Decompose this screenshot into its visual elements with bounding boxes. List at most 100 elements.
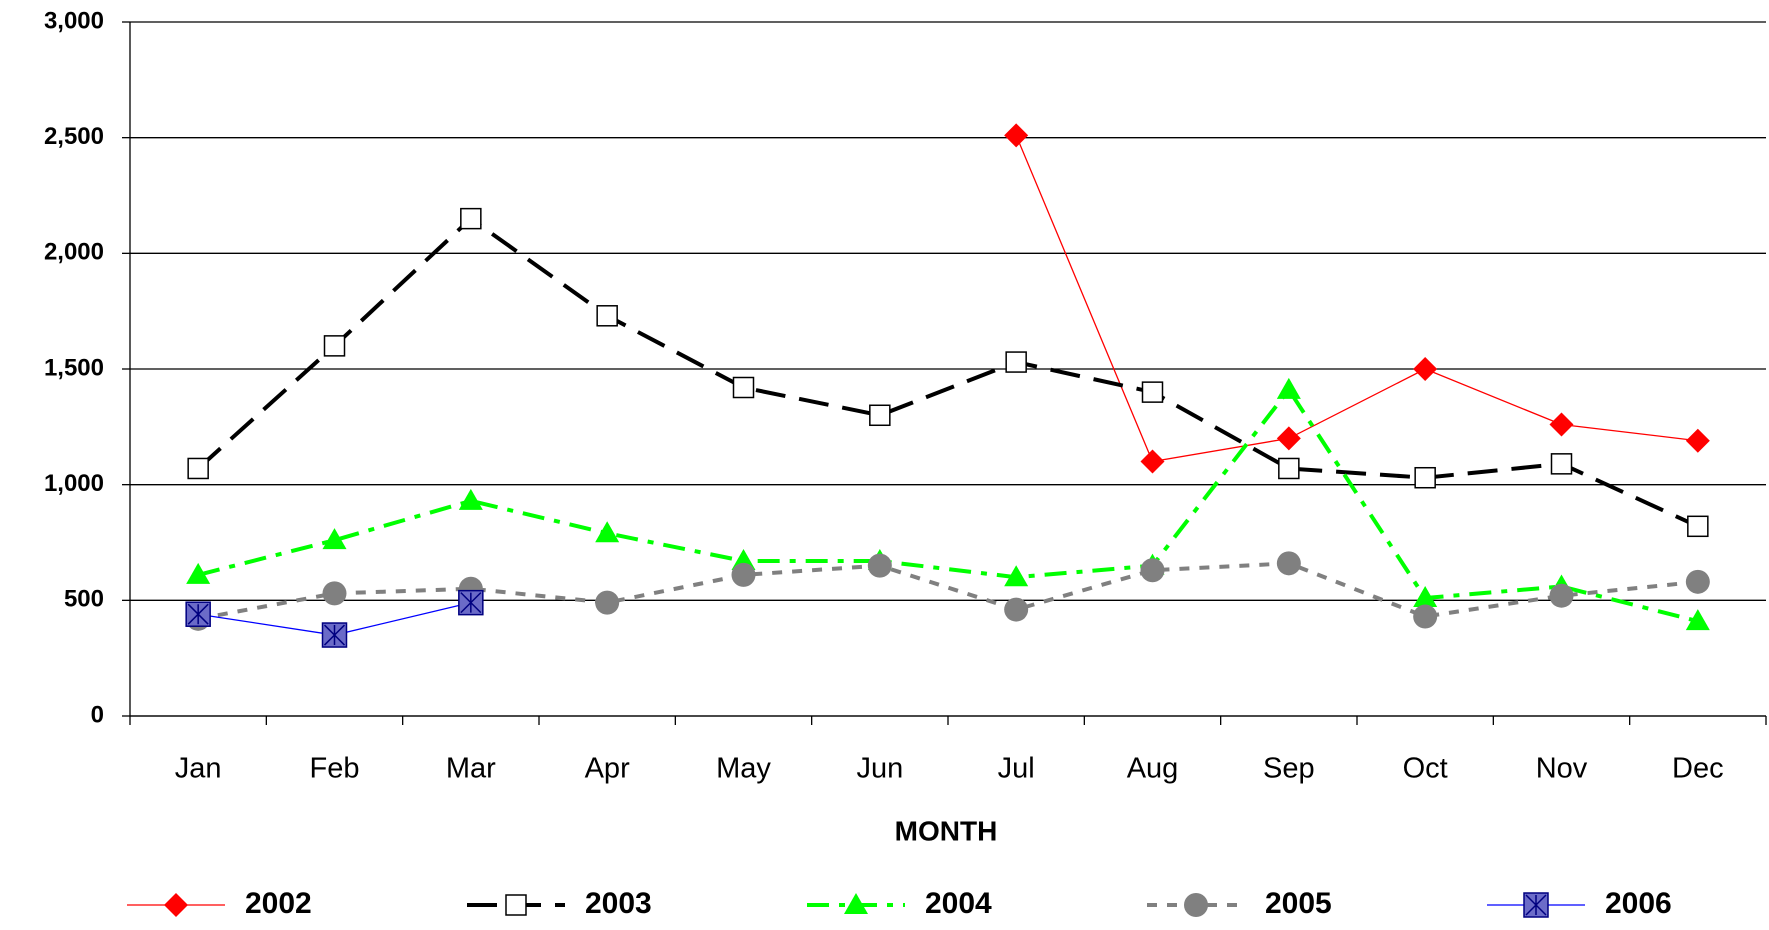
marker-shape <box>460 207 482 230</box>
y-tick-label: 500 <box>64 586 104 613</box>
marker-shape <box>1413 604 1438 629</box>
data-point <box>1004 597 1029 622</box>
marker-shape <box>1276 551 1301 576</box>
marker-shape <box>1685 569 1710 594</box>
marker-shape <box>1141 381 1164 403</box>
marker-shape <box>164 893 188 917</box>
y-tick-label: 2,000 <box>44 239 104 266</box>
legend-label: 2004 <box>925 887 992 920</box>
data-point <box>731 562 756 587</box>
data-point <box>596 305 618 327</box>
marker-shape <box>1525 894 1547 916</box>
y-tick-label: 1,000 <box>44 470 104 497</box>
marker-shape <box>1005 351 1027 373</box>
data-point <box>867 553 892 578</box>
data-point <box>458 589 484 616</box>
marker-shape <box>1278 457 1300 480</box>
marker-shape <box>1685 428 1710 453</box>
x-tick-label: Apr <box>585 753 630 785</box>
legend-marker <box>844 893 868 914</box>
marker-shape <box>1550 453 1573 475</box>
data-point <box>1685 609 1710 631</box>
marker-shape <box>596 305 618 327</box>
data-point <box>321 622 348 648</box>
data-point <box>1141 381 1164 403</box>
marker-shape <box>844 893 868 914</box>
marker-shape <box>323 624 346 646</box>
x-tick-label: May <box>716 753 771 785</box>
y-tick-label: 0 <box>91 701 104 728</box>
x-tick-label: Mar <box>446 753 496 785</box>
x-tick-label: Feb <box>310 753 360 785</box>
data-point <box>1549 583 1574 608</box>
marker-shape <box>1004 565 1029 587</box>
legend-marker <box>1523 892 1549 918</box>
marker-shape <box>595 521 620 543</box>
data-point <box>322 581 347 606</box>
marker-shape <box>186 562 211 584</box>
marker-shape <box>1184 893 1208 917</box>
data-point <box>1276 426 1301 451</box>
legend-label: 2002 <box>245 887 312 920</box>
series-line <box>197 386 1699 624</box>
data-point <box>1549 412 1574 437</box>
y-tick-label: 1,500 <box>44 354 104 381</box>
data-point <box>185 601 211 627</box>
x-tick-label: Jul <box>998 753 1035 785</box>
data-point <box>732 376 755 399</box>
data-point <box>1140 558 1165 583</box>
marker-shape <box>187 457 209 480</box>
data-point <box>1414 466 1436 489</box>
legend-marker <box>505 894 527 916</box>
marker-shape <box>322 528 347 550</box>
marker-shape <box>505 894 527 916</box>
x-tick-label: Aug <box>1127 753 1179 785</box>
marker-shape <box>1414 466 1436 489</box>
x-tick-label: Dec <box>1672 753 1724 785</box>
legend-label: 2005 <box>1265 887 1332 920</box>
marker-shape <box>1004 123 1029 148</box>
marker-shape <box>1140 558 1165 583</box>
marker-shape <box>731 562 756 587</box>
data-point <box>1550 453 1573 475</box>
marker-shape <box>869 404 891 427</box>
data-point <box>595 521 620 543</box>
marker-shape <box>458 488 483 510</box>
x-tick-label: Jan <box>175 753 222 785</box>
marker-shape <box>460 592 482 614</box>
marker-shape <box>187 603 209 625</box>
data-point <box>458 488 483 510</box>
legend-marker <box>164 893 188 917</box>
data-point <box>869 404 891 427</box>
data-point <box>460 207 482 230</box>
legend-label: 2006 <box>1605 887 1672 920</box>
series-line <box>197 561 1699 621</box>
data-point <box>1413 604 1438 629</box>
data-point <box>1685 569 1710 594</box>
data-point <box>1685 428 1710 453</box>
data-point <box>1413 357 1438 381</box>
series-line <box>196 216 1699 529</box>
data-point <box>1005 351 1027 373</box>
data-point <box>323 335 346 357</box>
data-point <box>186 562 211 584</box>
marker-shape <box>1549 412 1574 437</box>
data-point <box>595 590 620 615</box>
marker-shape <box>595 590 620 615</box>
x-tick-label: Sep <box>1263 753 1315 785</box>
marker-shape <box>322 581 347 606</box>
y-tick-label: 3,000 <box>44 7 104 34</box>
marker-shape <box>1276 426 1301 451</box>
data-point <box>322 528 347 550</box>
marker-shape <box>323 335 346 357</box>
legend-label: 2003 <box>585 887 652 920</box>
data-point <box>1004 123 1029 148</box>
marker-shape <box>1413 357 1438 381</box>
marker-shape <box>1276 377 1301 399</box>
series-line <box>1015 135 1698 463</box>
data-point <box>1413 586 1438 608</box>
marker-shape <box>1687 515 1709 538</box>
y-tick-label: 2,500 <box>44 123 104 150</box>
marker-shape <box>1685 609 1710 631</box>
